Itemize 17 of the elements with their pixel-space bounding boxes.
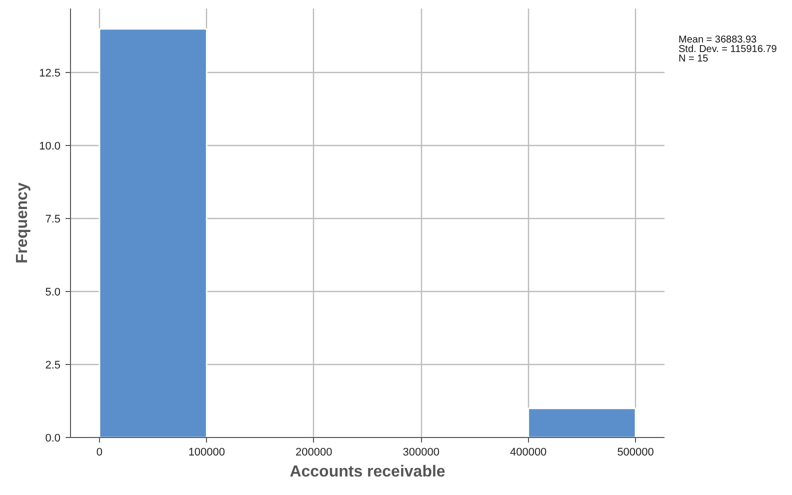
y-tick-label: 12.5: [39, 68, 61, 80]
x-tick-label: 0: [96, 446, 103, 458]
text: Std. Dev. = 115916.79: [678, 44, 778, 56]
text: Mean = 36883.93: [678, 34, 758, 46]
y-tick-label: 7.5: [45, 214, 61, 226]
x-tick-label: 200000: [296, 446, 332, 458]
x-tick-label: 500000: [617, 446, 654, 458]
x-tick-label: 400000: [510, 446, 547, 458]
x-tick-label: 300000: [402, 446, 440, 458]
x-tick-label: 100000: [188, 446, 226, 458]
x-axis-title: Accounts receivable: [290, 464, 446, 480]
text: N = 15: [678, 54, 709, 65]
y-tick-label: 5.0: [45, 286, 61, 299]
y-axis-title: Frequency: [14, 182, 32, 264]
y-tick-label: 2.5: [45, 360, 61, 372]
y-tick-label: 10.0: [39, 140, 61, 153]
y-tick-label: 0.0: [45, 432, 61, 444]
